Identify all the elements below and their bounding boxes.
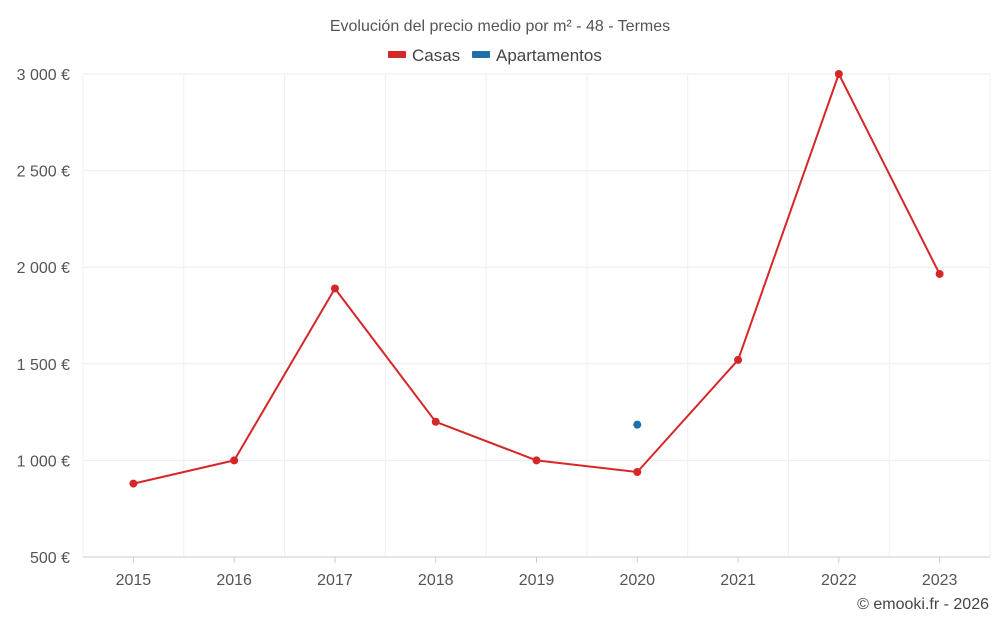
y-tick-label: 3 000 € [17, 67, 70, 84]
data-point-casas[interactable] [431, 417, 440, 426]
y-tick-label: 500 € [30, 550, 70, 567]
y-axis-ticks: 500 € 1 000 € 1 500 € 2 000 € 2 500 € 3 000 € [17, 67, 70, 567]
y-tick-label: 2 500 € [17, 164, 70, 181]
legend-item-apartamentos[interactable]: Apartamentos [472, 46, 602, 65]
data-point-apartamentos[interactable] [633, 420, 642, 429]
data-point-casas[interactable] [834, 70, 843, 78]
credit-text: © emooki.fr - 2026 [857, 596, 989, 613]
series-line-casas [133, 73, 941, 485]
legend: Casas Apartamentos [388, 46, 602, 65]
data-point-casas[interactable] [532, 456, 541, 465]
x-tick-label: 2018 [418, 572, 454, 589]
y-tick-label: 1 500 € [17, 357, 70, 374]
legend-swatch-apartamentos [472, 51, 490, 58]
x-axis-ticks: 2015 2016 2017 2018 2019 2020 2021 2022 2023 [116, 557, 958, 589]
legend-item-casas[interactable]: Casas [388, 46, 460, 65]
data-point-casas[interactable] [633, 467, 642, 476]
legend-label-casas: Casas [412, 46, 460, 65]
legend-label-apartamentos: Apartamentos [496, 46, 602, 65]
data-point-casas[interactable] [230, 456, 239, 465]
y-tick-label: 1 000 € [17, 453, 70, 470]
x-tick-label: 2023 [922, 572, 958, 589]
chart-title: Evolución del precio medio por m² - 48 -… [330, 18, 670, 35]
data-point-casas[interactable] [935, 269, 944, 278]
x-tick-label: 2021 [720, 572, 756, 589]
data-point-casas[interactable] [734, 355, 743, 364]
x-tick-label: 2020 [619, 572, 655, 589]
series-layer [129, 70, 944, 488]
grid [82, 73, 991, 557]
data-point-casas[interactable] [129, 479, 138, 488]
x-tick-label: 2022 [821, 572, 857, 589]
data-point-casas[interactable] [330, 284, 339, 293]
y-tick-label: 2 000 € [17, 260, 70, 277]
x-tick-label: 2017 [317, 572, 353, 589]
legend-swatch-casas [388, 51, 406, 58]
x-tick-label: 2015 [116, 572, 152, 589]
x-tick-label: 2019 [519, 572, 555, 589]
x-tick-label: 2016 [216, 572, 252, 589]
